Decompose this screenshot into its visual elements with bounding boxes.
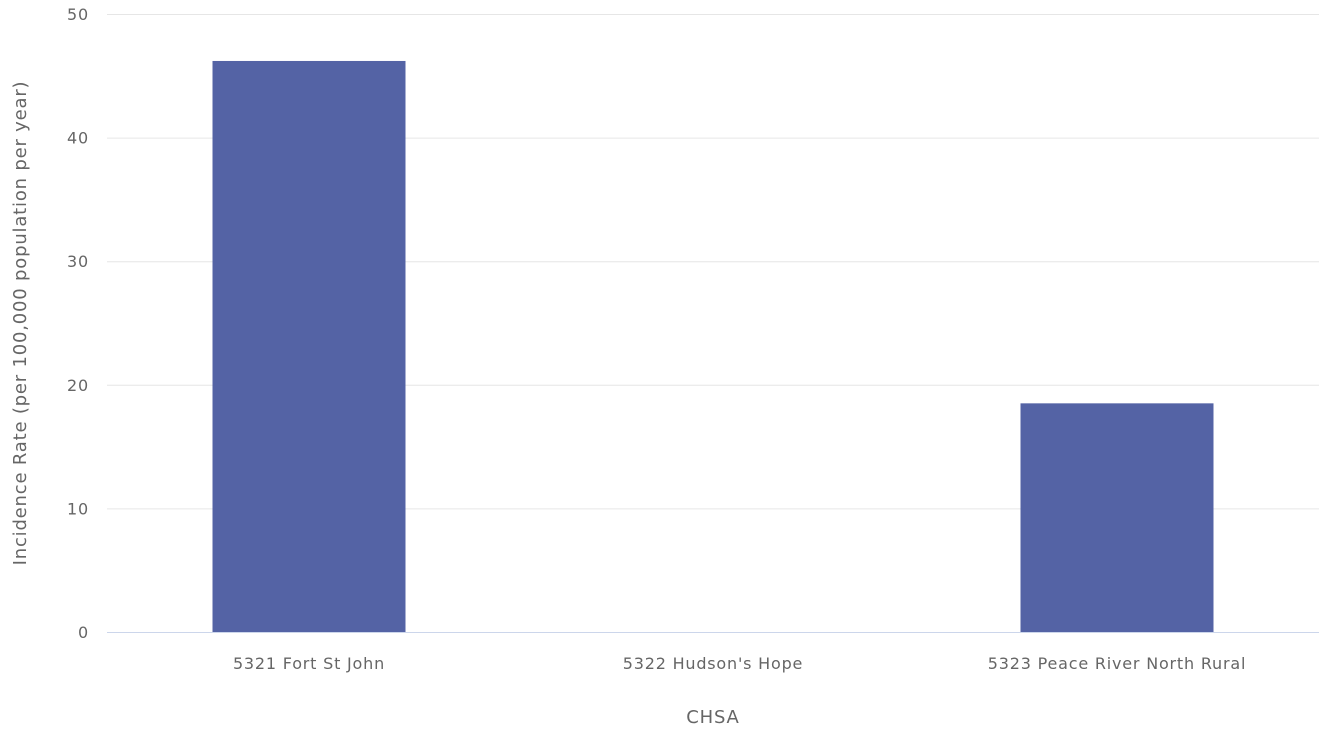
y-tick-label: 20 [67,376,89,395]
bar[interactable] [1020,403,1214,632]
x-tick-label: 5322 Hudson's Hope [623,654,803,673]
bars [212,60,1214,632]
x-tick-label: 5321 Fort St John [233,654,385,673]
axes: 0 10 20 30 40 50 5321 Fort St John 5322 Hudson'… [67,5,1319,673]
bar[interactable] [212,60,406,632]
y-tick-label: 30 [67,252,89,271]
y-tick-label: 10 [67,499,89,518]
x-axis-title: CHSA [686,707,739,728]
y-tick-label: 40 [67,129,89,148]
y-tick-label: 0 [78,623,89,642]
y-axis-title: Incidence Rate (per 100,000 population p… [10,81,31,566]
x-tick-label: 5323 Peace River North Rural [988,654,1246,673]
y-tick-label: 50 [67,5,89,24]
